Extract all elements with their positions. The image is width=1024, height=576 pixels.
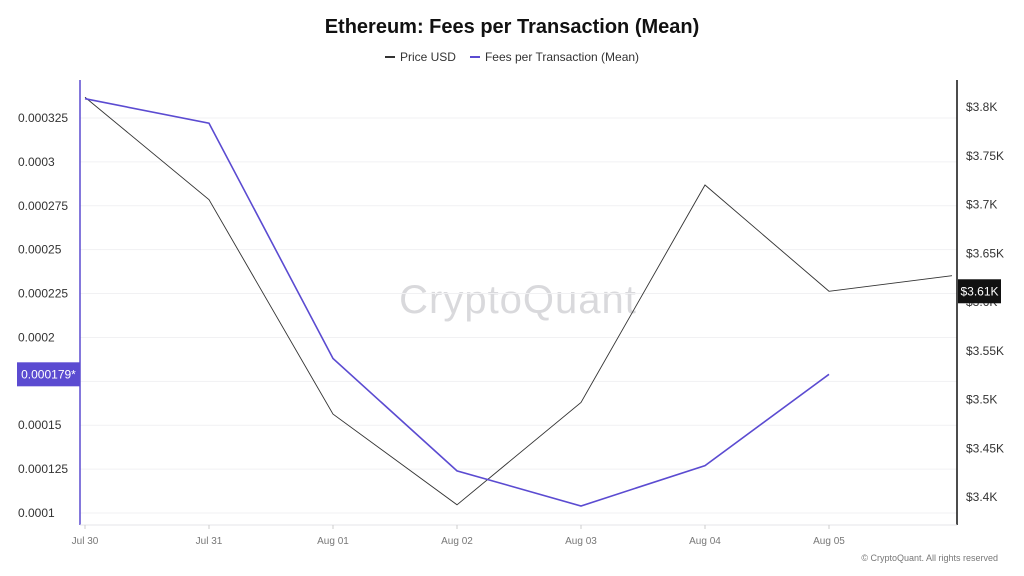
right-tick-label: $3.4K [966,490,997,504]
left-tick-label: 0.000225 [18,287,68,301]
right-tick-label: $3.8K [966,100,997,114]
left-tick-label: 0.000325 [18,111,68,125]
legend-item-fees[interactable]: Fees per Transaction (Mean) [469,50,640,64]
x-tick-label: Aug 01 [317,536,349,547]
watermark: CryptoQuant [399,278,637,322]
legend-swatch-fees [469,56,480,58]
left-tick-label: 0.0003 [18,155,55,169]
x-tick-label: Aug 02 [441,536,473,547]
series [84,96,953,507]
left-current-badge [17,362,80,387]
legend-label-price: Price USD [399,50,456,64]
legend-label-fees: Fees per Transaction (Mean) [484,50,640,64]
x-tick-label: Aug 05 [813,536,845,547]
left-tick-label: 0.000125 [18,462,68,476]
right-tick-label: $3.7K [966,198,997,212]
left-tick-label: 0.000275 [18,199,68,213]
legend-item-price[interactable]: Price USD [384,50,456,64]
x-tick-label: Jul 31 [196,536,223,547]
series-line-fees [84,97,830,507]
left-tick-label: 0.00015 [18,418,62,432]
x-tick-label: Jul 30 [72,536,99,547]
right-tick-label: $3.55K [966,344,1004,358]
left-tick-label: 0.00025 [18,243,62,257]
legend: Price USD Fees per Transaction (Mean) [0,50,1024,64]
left-tick-label: 0.0002 [18,330,55,344]
left-current-label: 0.000179* [21,367,76,381]
x-tick-label: Aug 03 [565,536,597,547]
right-current-badge [958,279,1001,304]
legend-swatch-price [384,56,395,58]
current-value-badges: 0.000179* $3.61K [17,279,1001,387]
right-current-label: $3.61K [960,284,998,298]
copyright: © CryptoQuant. All rights reserved [861,553,998,563]
x-tick-label: Aug 04 [689,536,721,547]
right-tick-label: $3.5K [966,393,997,407]
right-tick-label: $3.65K [966,246,1004,260]
left-tick-label: 0.0001 [18,506,55,520]
right-tick-label: $3.75K [966,149,1004,163]
grid [80,117,957,514]
right-tick-label: $3.45K [966,441,1004,455]
series-line-price [84,96,953,506]
chart-title: Ethereum: Fees per Transaction (Mean) [324,16,700,38]
